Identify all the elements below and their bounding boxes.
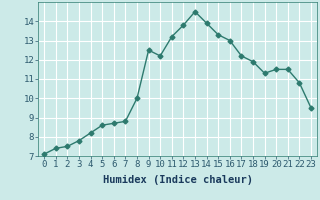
X-axis label: Humidex (Indice chaleur): Humidex (Indice chaleur) [103, 175, 252, 185]
